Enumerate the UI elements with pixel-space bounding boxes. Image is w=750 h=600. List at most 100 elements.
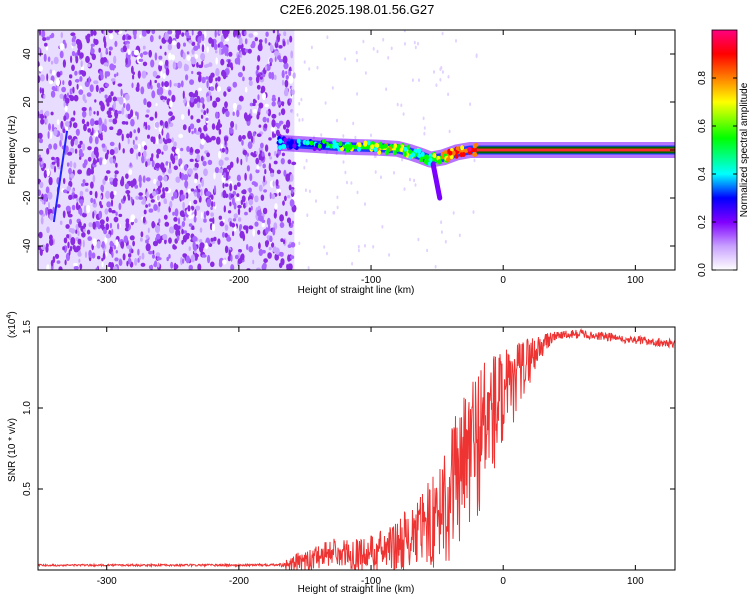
noise-speckle <box>223 136 229 142</box>
noise-speckle <box>153 223 156 227</box>
signal-point <box>357 146 361 152</box>
noise-speckle <box>134 258 138 266</box>
x-tick-label: 100 <box>627 275 644 286</box>
noise-speckle <box>206 108 209 114</box>
noise-speckle <box>135 86 140 92</box>
noise-speckle <box>191 30 194 36</box>
noise-speckle <box>69 120 72 128</box>
noise-speckle <box>173 217 178 222</box>
noise-speckle <box>109 222 113 229</box>
noise-speckle <box>207 159 213 165</box>
noise-speckle <box>94 191 98 199</box>
noise-speckle <box>151 90 155 96</box>
faint-speckle <box>417 237 420 242</box>
noise-speckle <box>276 153 279 158</box>
noise-speckle <box>140 231 144 238</box>
noise-speckle <box>167 30 173 35</box>
faint-speckle <box>333 210 336 215</box>
noise-speckle <box>233 184 238 191</box>
faint-speckle <box>426 248 429 253</box>
noise-speckle <box>158 201 161 207</box>
noise-speckle <box>167 36 173 45</box>
faint-speckle <box>356 92 359 96</box>
noise-speckle <box>182 201 185 210</box>
noise-speckle <box>105 190 111 199</box>
signal-point <box>406 144 411 150</box>
noise-speckle <box>61 86 66 93</box>
faint-speckle <box>411 78 414 82</box>
noise-speckle <box>115 250 119 254</box>
noise-speckle <box>86 121 90 127</box>
noise-speckle <box>286 39 290 45</box>
noise-speckle <box>83 123 87 132</box>
faint-speckle <box>344 57 347 61</box>
noise-speckle <box>254 182 258 187</box>
faint-speckle <box>422 116 425 121</box>
noise-speckle <box>73 194 78 199</box>
noise-speckle <box>203 168 208 177</box>
noise-speckle <box>135 111 138 116</box>
faint-speckle <box>370 133 372 138</box>
noise-speckle <box>107 114 113 118</box>
signal-point <box>375 143 380 149</box>
noise-speckle <box>131 82 134 89</box>
noise-speckle <box>164 51 167 56</box>
noise-speckle <box>104 83 110 87</box>
noise-speckle <box>266 217 271 226</box>
noise-speckle <box>178 158 183 165</box>
faint-speckle <box>291 86 294 90</box>
noise-speckle <box>80 200 83 207</box>
noise-speckle <box>272 227 276 236</box>
noise-speckle <box>268 152 271 157</box>
faint-speckle <box>364 202 366 206</box>
noise-speckle <box>168 111 173 117</box>
noise-speckle <box>191 70 194 75</box>
noise-speckle <box>56 260 61 264</box>
noise-speckle <box>262 163 267 169</box>
noise-speckle <box>82 179 86 184</box>
noise-speckle <box>83 228 86 232</box>
noise-speckle <box>101 261 104 268</box>
noise-speckle <box>108 177 113 182</box>
noise-speckle <box>68 80 72 87</box>
noise-speckle <box>98 117 103 126</box>
noise-speckle <box>283 239 286 245</box>
noise-speckle <box>115 162 118 168</box>
signal-point <box>446 157 451 163</box>
noise-speckle <box>99 126 102 134</box>
noise-speckle <box>49 213 54 221</box>
noise-speckle <box>147 124 151 131</box>
noise-speckle <box>188 223 193 227</box>
noise-speckle <box>188 266 192 270</box>
noise-speckle <box>213 185 217 194</box>
noise-speckle <box>173 191 178 199</box>
noise-speckle <box>254 221 259 227</box>
noise-speckle <box>96 158 100 163</box>
noise-speckle <box>104 71 108 79</box>
faint-speckle <box>342 160 345 164</box>
noise-speckle <box>261 223 265 228</box>
figure-title: C2E6.2025.198.01.56.G27 <box>280 2 435 17</box>
noise-speckle <box>111 210 116 214</box>
noise-speckle <box>180 257 183 266</box>
noise-speckle <box>46 73 49 82</box>
noise-speckle <box>115 211 118 216</box>
noise-speckle <box>205 63 210 68</box>
noise-speckle <box>166 132 170 139</box>
noise-speckle <box>41 30 46 38</box>
noise-speckle <box>40 74 45 82</box>
noise-speckle <box>275 39 278 44</box>
noise-speckle <box>289 199 295 208</box>
noise-speckle <box>206 152 211 158</box>
noise-speckle <box>83 205 87 214</box>
faint-speckle <box>403 30 406 33</box>
noise-speckle <box>79 190 84 197</box>
noise-speckle <box>197 36 202 44</box>
faint-speckle <box>447 75 450 79</box>
noise-speckle <box>127 49 131 55</box>
noise-speckle <box>200 53 206 61</box>
noise-speckle <box>269 235 273 243</box>
noise-speckle <box>168 52 172 61</box>
noise-speckle <box>73 110 76 116</box>
noise-speckle <box>163 144 168 152</box>
